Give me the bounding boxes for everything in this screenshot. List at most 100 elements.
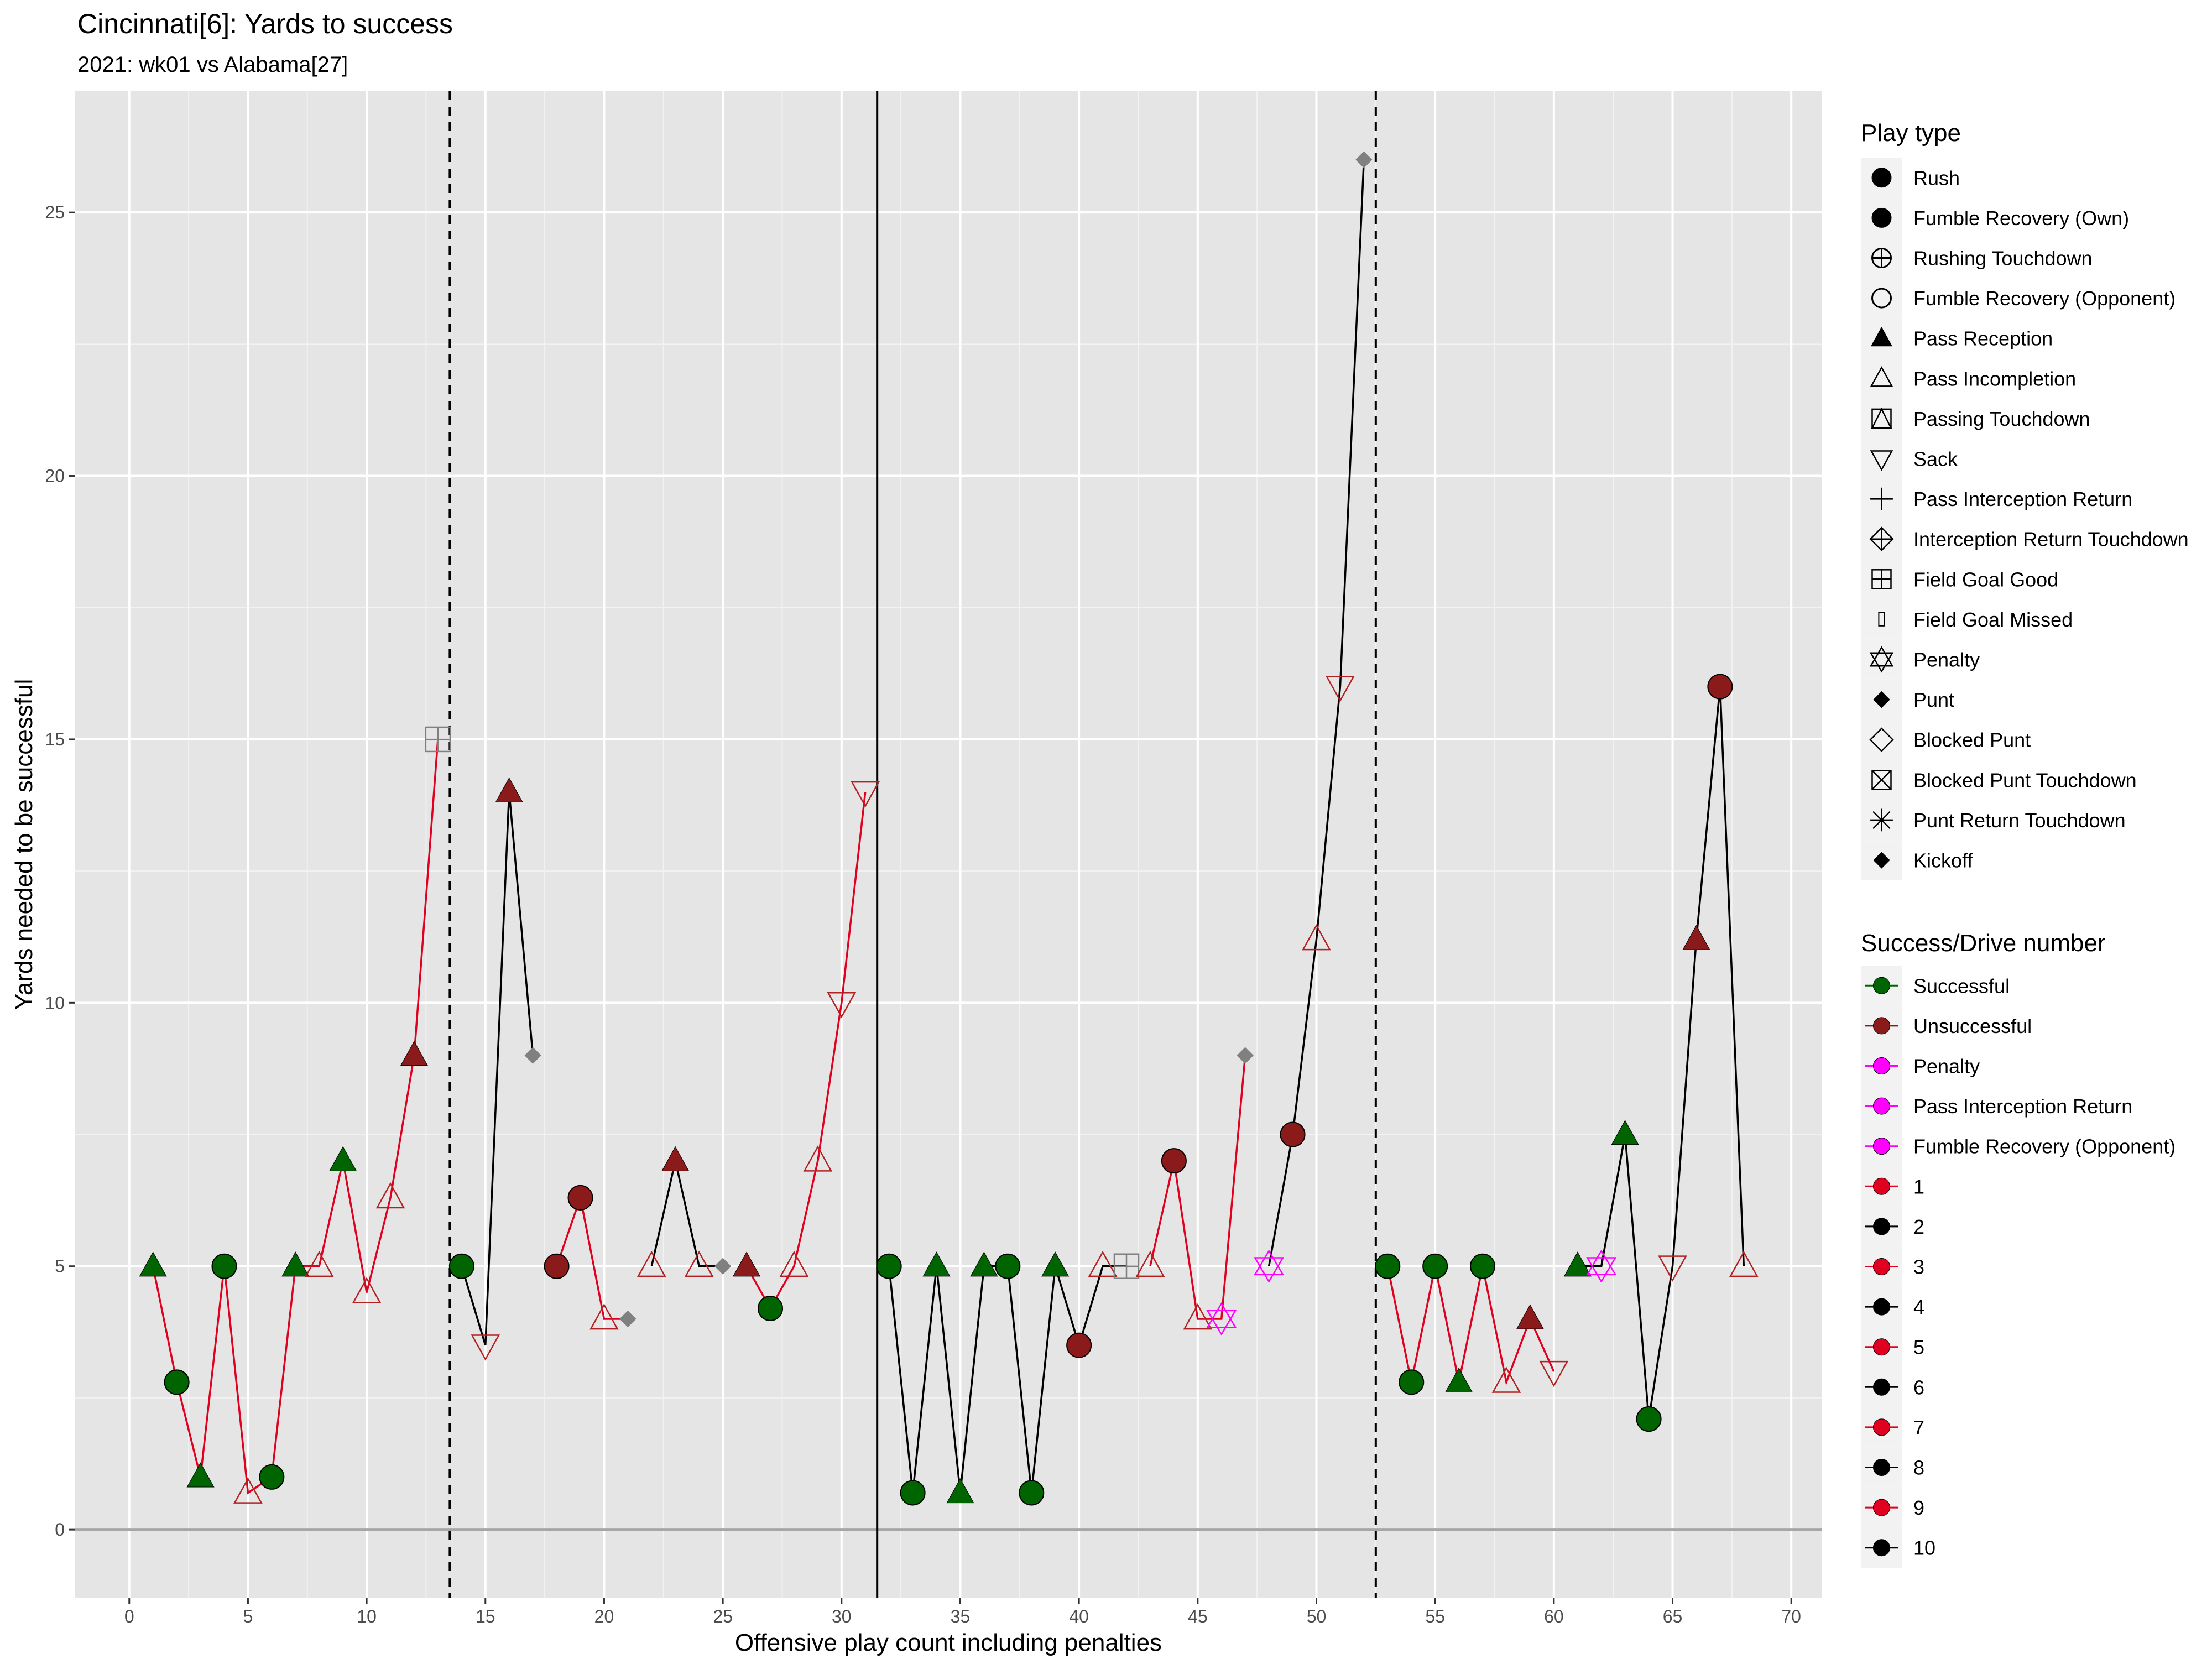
data-point <box>471 1334 500 1361</box>
data-point <box>329 1146 357 1171</box>
drive-line-7 <box>1149 1055 1246 1320</box>
triangle-marker <box>1206 1302 1237 1328</box>
data-point <box>1729 1250 1759 1277</box>
triangle-down-marker <box>1586 1257 1617 1284</box>
data-point <box>1539 1360 1569 1387</box>
triangle-marker <box>970 1251 998 1277</box>
legend-key-bg <box>1861 599 1902 640</box>
legend-label: Fumble Recovery (Opponent) <box>1913 1135 2176 1158</box>
triangle-down-marker <box>1206 1310 1237 1336</box>
data-point <box>304 1250 334 1277</box>
triangle-down-marker <box>1539 1360 1569 1387</box>
data-point <box>1375 1253 1401 1279</box>
legend-label: Penalty <box>1913 649 1980 671</box>
y-tick-label: 0 <box>55 1520 65 1540</box>
triangle-marker <box>139 1251 167 1277</box>
data-point <box>1399 1369 1425 1395</box>
data-point <box>259 1464 285 1490</box>
data-point <box>1682 925 1710 950</box>
x-tick-label: 10 <box>357 1606 377 1626</box>
triangle-down-marker <box>827 992 857 1019</box>
data-point <box>1326 676 1355 702</box>
legend-label: Pass Reception <box>1913 327 2053 350</box>
data-point <box>1355 151 1373 169</box>
plus-marker <box>1872 570 1891 589</box>
circle-marker <box>1422 1253 1448 1279</box>
triangle-marker <box>1563 1251 1592 1277</box>
triangle-marker <box>1183 1303 1213 1330</box>
x-tick-label: 5 <box>243 1606 253 1626</box>
legend-key-bg <box>1861 719 1902 760</box>
triangle-marker <box>1611 1120 1639 1145</box>
legend-key-circle-icon <box>1873 1017 1890 1035</box>
x-tick-label: 20 <box>594 1606 614 1626</box>
circle-marker <box>1871 288 1892 309</box>
data-point <box>139 1251 167 1277</box>
x-marker <box>1871 770 1892 790</box>
data-point <box>1280 1121 1306 1147</box>
legend-label: Interception Return Touchdown <box>1913 528 2189 551</box>
triangle-marker <box>352 1277 382 1303</box>
x-tick-label: 30 <box>832 1606 852 1626</box>
data-point <box>1445 1367 1473 1393</box>
data-point <box>1135 1250 1165 1277</box>
data-point <box>164 1369 190 1395</box>
legend-key-circle-icon <box>1873 1177 1890 1195</box>
data-point <box>448 1253 474 1279</box>
triangle-marker <box>684 1250 714 1277</box>
x-tick-label: 60 <box>1544 1606 1564 1626</box>
data-point <box>733 1251 761 1277</box>
circle-marker <box>757 1295 783 1321</box>
legend-key-filled-diamond-icon <box>1873 691 1890 708</box>
data-point <box>922 1251 951 1277</box>
y-tick-label: 15 <box>45 729 65 749</box>
data-point <box>400 1041 429 1066</box>
data-point <box>714 1258 732 1275</box>
drive-line-9 <box>1386 1266 1555 1386</box>
data-point <box>524 1047 541 1064</box>
circle-marker <box>1399 1369 1425 1395</box>
data-point <box>1636 1406 1662 1432</box>
x-tick-label: 65 <box>1663 1606 1683 1626</box>
plus-marker <box>425 727 450 752</box>
data-point <box>1707 674 1733 700</box>
data-point <box>233 1477 263 1504</box>
legend-key-plus-icon <box>1870 487 1893 510</box>
drive-line-4 <box>650 1160 723 1267</box>
chart-subtitle: 2021: wk01 vs Alabama[27] <box>77 53 348 77</box>
data-point <box>661 1146 690 1171</box>
triangle-marker <box>1302 924 1331 951</box>
data-point <box>1254 1249 1285 1284</box>
plus-marker <box>1872 248 1891 268</box>
data-point <box>1041 1251 1070 1277</box>
circle-marker <box>1066 1332 1092 1358</box>
triangle-down-marker <box>851 781 880 808</box>
drive-line-8 <box>1267 159 1365 1267</box>
data-point <box>851 781 880 808</box>
x-axis-ticks: 0 5 10 15 20 25 30 35 40 45 50 55 60 65 70 <box>124 1598 1801 1626</box>
legend-label: 10 <box>1913 1537 1936 1559</box>
circle-marker <box>1636 1406 1662 1432</box>
y-tick-label: 25 <box>45 202 65 222</box>
x-tick-label: 35 <box>951 1606 971 1626</box>
data-point <box>1302 924 1331 951</box>
legend-label: 5 <box>1913 1336 1924 1359</box>
y-tick-label: 5 <box>55 1256 65 1276</box>
drive-line-3 <box>555 1194 628 1320</box>
triangle-marker <box>637 1250 666 1277</box>
triangle-marker <box>329 1146 357 1171</box>
diamond-marker <box>1873 852 1890 869</box>
legend-key-asterisk-icon <box>1870 808 1893 832</box>
y-tick-label: 10 <box>45 993 65 1013</box>
data-point <box>900 1480 926 1506</box>
x-tick-label: 70 <box>1781 1606 1801 1626</box>
data-point <box>1586 1249 1617 1284</box>
data-point <box>827 992 857 1019</box>
legend-label: Blocked Punt Touchdown <box>1913 769 2137 791</box>
legend-label: Pass Interception Return <box>1913 488 2132 510</box>
legend-key-bg <box>1861 398 1902 439</box>
triangle-marker <box>661 1146 690 1171</box>
triangle-marker <box>1491 1366 1521 1393</box>
diamond-marker <box>714 1258 732 1275</box>
legend-key-circle-plus-icon <box>1871 248 1892 268</box>
